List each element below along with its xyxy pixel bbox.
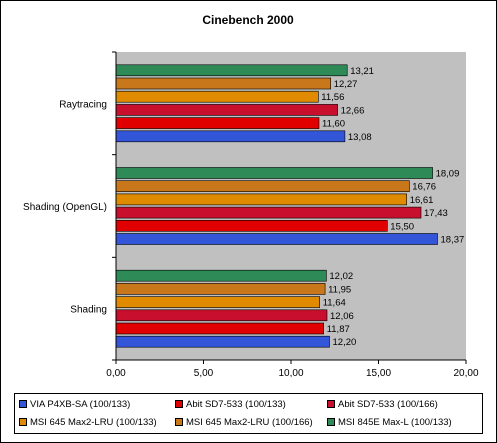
legend-label: VIA P4XB-SA (100/133) xyxy=(30,398,131,410)
legend-swatch xyxy=(175,418,183,426)
bar xyxy=(115,104,338,116)
data-label: 17,43 xyxy=(424,208,448,219)
bar xyxy=(115,77,331,90)
bar xyxy=(115,130,346,143)
bar xyxy=(115,220,388,232)
data-label: 11,64 xyxy=(323,298,346,309)
legend-label: Abit SD7-533 (100/133) xyxy=(186,398,286,410)
data-label: 11,87 xyxy=(327,324,350,335)
data-label: 11,95 xyxy=(328,284,351,295)
data-label: 12,02 xyxy=(329,271,353,282)
bar xyxy=(115,335,330,348)
bar xyxy=(115,269,327,282)
data-label: 12,20 xyxy=(333,337,357,348)
legend-swatch xyxy=(19,400,27,408)
data-label: 18,09 xyxy=(436,169,460,180)
data-label: 13,08 xyxy=(348,132,372,143)
legend-swatch xyxy=(327,418,335,426)
bar xyxy=(115,206,422,219)
bar xyxy=(115,167,433,179)
legend-label: MSI 845E Max-L (100/133) xyxy=(338,416,452,428)
legend-label: MSI 645 Max2-LRU (100/133) xyxy=(30,416,157,428)
bar xyxy=(115,309,328,322)
x-tick-label: 20,00 xyxy=(453,368,478,379)
legend-item: Abit SD7-533 (100/133) xyxy=(175,397,286,411)
category-label: Raytracing xyxy=(59,99,107,110)
data-label: 12,66 xyxy=(341,105,365,116)
legend-item: Abit SD7-533 (100/166) xyxy=(327,397,438,411)
legend-swatch xyxy=(19,418,27,426)
category-label: Shading xyxy=(70,305,107,316)
bar xyxy=(115,193,408,206)
plot-background xyxy=(116,52,466,360)
x-tick-label: 15,00 xyxy=(366,368,391,379)
bar xyxy=(115,90,319,103)
bar xyxy=(115,296,320,308)
data-label: 18,37 xyxy=(441,235,465,246)
legend-item: MSI 645 Max2-LRU (100/133) xyxy=(19,415,157,429)
legend-item: MSI 645 Max2-LRU (100/166) xyxy=(175,415,313,429)
data-label: 13,21 xyxy=(350,66,374,77)
x-tick-label: 0,00 xyxy=(106,368,126,379)
data-label: 15,50 xyxy=(390,221,414,232)
bar xyxy=(115,180,410,192)
legend-label: Abit SD7-533 (100/166) xyxy=(338,398,438,410)
legend-item: VIA P4XB-SA (100/133) xyxy=(19,397,130,411)
data-label: 16,76 xyxy=(412,182,436,193)
data-label: 16,61 xyxy=(410,195,434,206)
category-label: Shading (OpenGL) xyxy=(23,202,107,213)
bar xyxy=(115,283,326,295)
data-label: 11,56 xyxy=(321,92,344,103)
legend: VIA P4XB-SA (100/133) Abit SD7-533 (100/1… xyxy=(14,393,483,434)
legend-label: MSI 645 Max2-LRU (100/166) xyxy=(186,416,313,428)
bar xyxy=(115,117,320,129)
data-label: 12,27 xyxy=(334,79,358,90)
x-tick-label: 5,00 xyxy=(194,368,214,379)
chart-title: Cinebench 2000 xyxy=(202,13,294,27)
bar xyxy=(115,64,348,77)
data-label: 12,06 xyxy=(330,311,354,322)
x-tick-label: 10,00 xyxy=(278,368,303,379)
data-label: 11,60 xyxy=(322,119,345,130)
legend-swatch xyxy=(327,400,335,408)
bar xyxy=(115,322,324,335)
legend-swatch xyxy=(175,400,183,408)
legend-item: MSI 845E Max-L (100/133) xyxy=(327,415,452,429)
bar xyxy=(115,233,438,245)
